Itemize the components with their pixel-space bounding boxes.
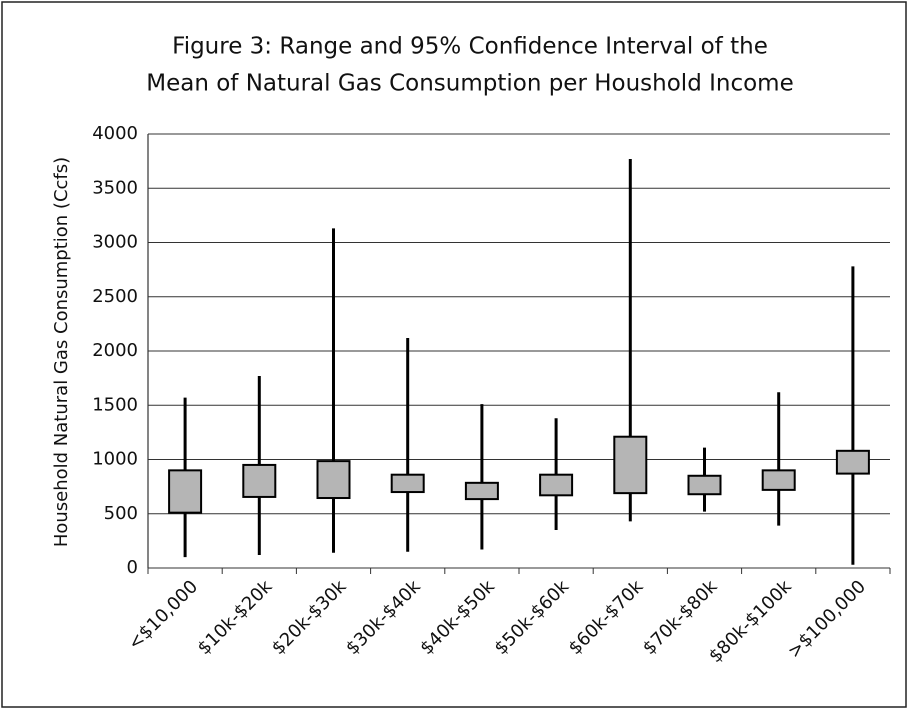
ci-box xyxy=(613,435,648,495)
ci-box xyxy=(835,449,870,475)
y-tick-label: 1500 xyxy=(92,394,138,415)
ci-box xyxy=(464,481,499,501)
ci-box xyxy=(242,463,277,498)
chart-title: Figure 3: Range and 95% Confidence Inter… xyxy=(172,34,768,60)
chart-title: Mean of Natural Gas Consumption per Hous… xyxy=(146,71,793,97)
ci-box xyxy=(761,469,796,491)
y-tick-label: 3500 xyxy=(92,177,138,198)
ci-box xyxy=(316,460,351,500)
y-axis-title: Household Natural Gas Consumption (Ccfs) xyxy=(51,157,72,547)
ci-box xyxy=(539,473,574,497)
y-tick-label: 0 xyxy=(127,557,138,578)
y-tick-label: 4000 xyxy=(92,123,138,144)
ci-box xyxy=(687,474,722,496)
ci-box xyxy=(168,469,203,514)
y-tick-label: 2000 xyxy=(92,340,138,361)
y-tick-label: 2500 xyxy=(92,286,138,307)
y-tick-label: 3000 xyxy=(92,232,138,253)
y-tick-label: 1000 xyxy=(92,449,138,470)
y-tick-label: 500 xyxy=(104,503,138,524)
ci-box xyxy=(390,473,425,494)
